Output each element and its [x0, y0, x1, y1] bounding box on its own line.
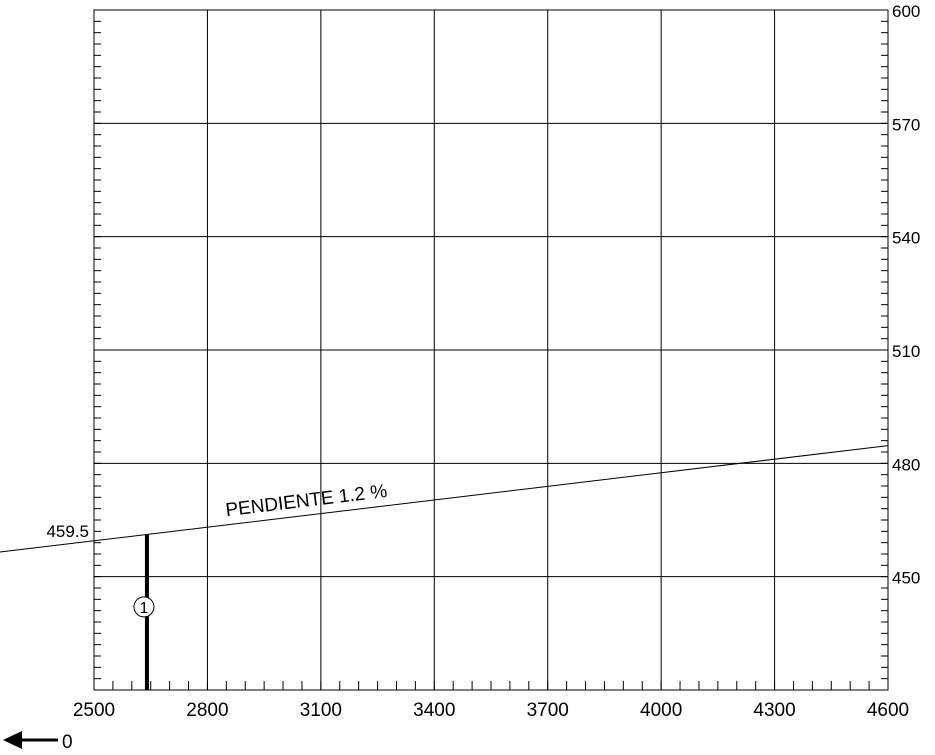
direction-arrow-label: 0: [62, 732, 73, 753]
x-tick-label: 2800: [186, 700, 228, 721]
series-line: [94, 446, 888, 541]
grid: [94, 10, 888, 690]
y-tick-label: 510: [892, 342, 920, 361]
y-tick-label: 450: [892, 569, 920, 588]
marker-label: 1: [139, 600, 148, 617]
y-tick-label: 600: [892, 2, 920, 21]
arrow-left-icon: [3, 731, 22, 749]
x-tick-label: 3400: [413, 700, 455, 721]
direction-arrow: 0: [3, 731, 73, 753]
y-tick-labels: 450 480 510 540 570 600: [892, 2, 920, 588]
series-line-extension: [0, 541, 94, 552]
start-elevation-annotation: 459.5: [46, 522, 89, 541]
x-tick-label: 4000: [640, 700, 682, 721]
x-tick-labels: 2500 2800 3100 3400 3700 4000 4300 4600: [73, 700, 909, 721]
y-tick-label: 570: [892, 115, 920, 134]
y-tick-label: 480: [892, 455, 920, 474]
x-tick-label: 4600: [867, 700, 909, 721]
x-tick-label: 2500: [73, 700, 115, 721]
x-tick-label: 4300: [753, 700, 795, 721]
x-tick-label: 3100: [300, 700, 342, 721]
y-tick-label: 540: [892, 229, 920, 248]
marker-layer: 1: [134, 534, 154, 690]
series-layer: [0, 446, 888, 552]
x-tick-label: 3700: [527, 700, 569, 721]
